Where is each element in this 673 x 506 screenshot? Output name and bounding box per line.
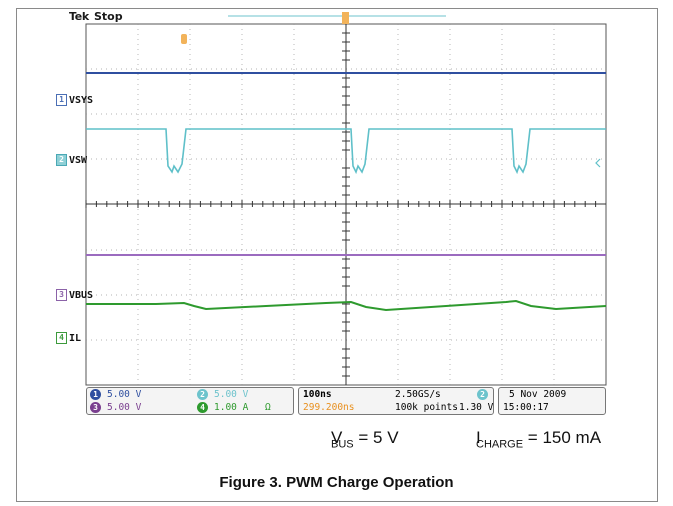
ch3-status-dot: 3 <box>90 402 101 413</box>
trigger-delay: 299.200ns <box>303 402 355 413</box>
ch2-offset-marker <box>595 158 601 168</box>
grid-center-ticks <box>85 32 597 377</box>
ch1-label: 1 VSYS <box>56 94 93 106</box>
record-length: 100k points <box>395 402 458 413</box>
ch1-badge: 1 <box>56 94 67 106</box>
waveform-display <box>85 12 607 386</box>
trigger-level: 1.30 V <box>459 402 494 413</box>
timebase-value: 100ns <box>303 389 332 400</box>
date-time-panel: 5 Nov 2009 15:00:17 <box>498 387 606 415</box>
run-state-label: Stop <box>94 10 123 23</box>
ch3-scale: 5.00 V <box>107 402 142 413</box>
ch3-label: 3 VBUS <box>56 289 93 301</box>
brand-label: Tek <box>69 10 89 23</box>
ch4-badge: 4 <box>56 332 67 344</box>
icharge-condition: I CHARGE = 150 mA <box>476 428 602 451</box>
ch4-name: IL <box>69 332 82 344</box>
ch1-scale: 5.00 V <box>107 389 142 400</box>
figure-caption: Figure 3. PWM Charge Operation <box>219 474 454 491</box>
ch2-vsw-trace <box>86 128 606 175</box>
ch4-status-dot: 4 <box>197 402 208 413</box>
vbus-condition: V BUS = 5 V <box>331 428 399 451</box>
ch1-name: VSYS <box>69 94 94 106</box>
ch2-badge: 2 <box>56 154 67 166</box>
scope-top-bar: Tek Stop <box>56 10 609 24</box>
trigger-position-marker <box>342 12 349 24</box>
waveform-grid <box>85 12 607 386</box>
ch2-status-dot: 2 <box>197 389 208 400</box>
ch4-scale: 1.00 A <box>214 402 249 413</box>
channel-settings-panel: 1 5.00 V 2 5.00 V 3 5.00 V 4 1.00 A Ω <box>86 387 294 415</box>
capture-date: 5 Nov 2009 <box>509 389 567 400</box>
ch2-name: VSW <box>69 154 88 166</box>
grid-center-axes <box>86 24 606 385</box>
sample-rate: 2.50GS/s <box>395 389 441 400</box>
ch2-scale: 5.00 V <box>214 389 249 400</box>
ch3-name: VBUS <box>69 289 94 301</box>
trigger-source-dot: 2 <box>477 389 488 400</box>
ch4-label: 4 IL <box>56 332 81 344</box>
capture-time: 15:00:17 <box>503 402 549 413</box>
ch4-impedance: Ω <box>265 402 271 413</box>
oscilloscope-screen: Tek Stop <box>56 10 609 416</box>
ch2-label: 2 VSW <box>56 154 87 166</box>
ch4-il-trace <box>86 299 607 312</box>
trigger-point-marker <box>181 34 187 44</box>
ch1-status-dot: 1 <box>90 389 101 400</box>
ch3-badge: 3 <box>56 289 67 301</box>
status-bar: 1 5.00 V 2 5.00 V 3 5.00 V 4 1.00 A Ω 10… <box>86 387 606 417</box>
timebase-panel: 100ns 2.50GS/s 299.200ns 100k points 2 1… <box>298 387 494 415</box>
